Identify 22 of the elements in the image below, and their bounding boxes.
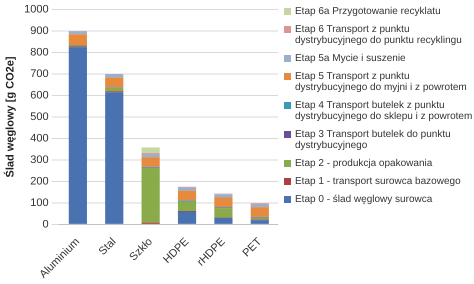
legend-label: Etap 5 Transport z punktu dystrybucyjnego do myjni i z powrotem: [295, 71, 468, 93]
legend-label: Etap 4 Transport butelek z punktu dystrybucyjnego do sklepu i z powrotem: [295, 100, 474, 122]
legend-label: Etap 6 Transport z punktu dystrybucyjnego do punktu recyklingu: [295, 24, 463, 46]
y-tick-label: 700: [30, 68, 49, 80]
y-tick-label: 1000: [24, 4, 49, 16]
legend-label: Etap 6a Przygotowanie recyklatu: [295, 6, 441, 17]
y-tick-label: 400: [30, 132, 49, 144]
y-tick-label: 0: [42, 218, 49, 230]
x-tick-label: Stal: [96, 236, 119, 258]
legend-label: Etap 1 - transport surowca bazowego: [295, 176, 461, 187]
y-tick-label: 100: [30, 196, 49, 209]
y-tick-label: 600: [30, 90, 49, 102]
legend-label: Etap 5a Mycie i suszenie: [295, 53, 406, 64]
y-tick-label: 300: [30, 154, 49, 166]
y-tick-label: 200: [30, 175, 49, 188]
legend-label: Etap 2 - produkcja opakowania: [295, 158, 432, 169]
y-tick-label: 800: [30, 46, 49, 59]
y-axis-title: Ślad węglowy [g CO2e]: [4, 56, 17, 178]
y-tick-label: 500: [30, 111, 49, 124]
legend-label: Etap 0 - ślad węglowy surowca: [295, 194, 432, 205]
y-tick-label: 900: [30, 25, 49, 38]
legend-label: Etap 3 Transport butelek do punktu dystrybucyjnego: [295, 129, 452, 151]
